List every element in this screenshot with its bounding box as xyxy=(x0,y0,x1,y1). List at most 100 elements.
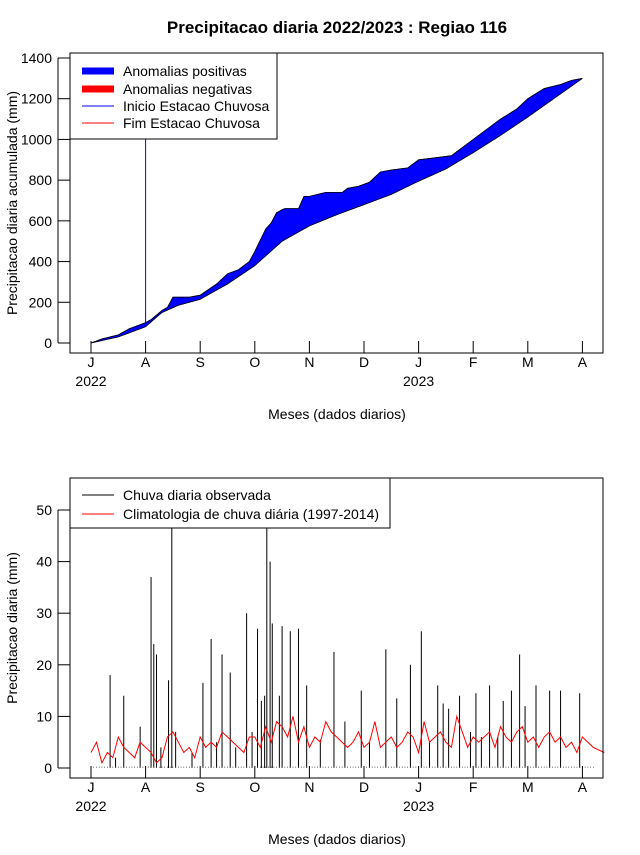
x-tick-label: F xyxy=(469,354,478,370)
positive-anomaly-segment xyxy=(289,209,291,238)
positive-anomaly-segment xyxy=(419,159,422,181)
y-tick-label: 0 xyxy=(44,760,52,776)
positive-anomaly-segment xyxy=(315,194,318,223)
positive-anomaly-segment xyxy=(394,169,397,193)
positive-anomaly-segment xyxy=(514,109,517,126)
y-tick-label: 1000 xyxy=(21,131,52,147)
positive-anomaly-segment xyxy=(320,193,323,222)
climatology-daily-line xyxy=(91,716,604,762)
chart-title: Precipitacao diaria 2022/2023 : Regiao 1… xyxy=(167,18,507,37)
positive-anomaly-segment xyxy=(294,209,296,235)
positive-anomaly-segment xyxy=(405,168,408,188)
positive-anomaly-segment xyxy=(511,111,514,128)
bottom-y-axis: 0 10 20 30 40 50 xyxy=(36,502,70,776)
y-tick-label: 800 xyxy=(29,172,53,188)
x-tick-label: O xyxy=(249,354,260,370)
legend-onset-label: Inicio Estacao Chuvosa xyxy=(123,98,270,114)
x-tick-label: S xyxy=(196,354,205,370)
legend-negative-label: Anomalias negativas xyxy=(123,81,252,97)
positive-anomaly-segment xyxy=(296,209,298,234)
x-tick-label: D xyxy=(359,354,369,370)
x-tick-label: O xyxy=(249,779,260,795)
positive-anomaly-segment xyxy=(531,95,534,115)
positive-anomaly-segment xyxy=(487,127,490,144)
x-tick-label: J xyxy=(415,779,422,795)
positive-anomaly-segment xyxy=(421,159,424,180)
positive-anomaly-segment xyxy=(503,116,506,134)
x-year-label: 2022 xyxy=(75,373,106,389)
legend-climatology-label: Climatologia de chuva diária (1997-2014) xyxy=(123,506,379,522)
bottom-x-axis-label: Meses (dados diarios) xyxy=(268,831,406,847)
climatology-line-group xyxy=(91,716,604,762)
positive-anomaly-segment xyxy=(427,158,430,177)
x-tick-label: A xyxy=(578,779,588,795)
x-tick-label: A xyxy=(578,354,588,370)
y-tick-label: 10 xyxy=(36,708,52,724)
positive-anomaly-segment xyxy=(430,158,433,176)
legend-end-label: Fim Estacao Chuvosa xyxy=(123,115,260,131)
positive-anomaly-segment xyxy=(528,97,531,117)
positive-anomaly-segment xyxy=(312,195,315,225)
positive-anomaly-segment xyxy=(501,117,504,135)
y-tick-label: 40 xyxy=(36,554,52,570)
positive-anomaly-segment xyxy=(539,90,542,109)
top-x-axis: J A S O N D J F M A 2022 2023 xyxy=(75,341,587,389)
y-tick-label: 1200 xyxy=(21,91,52,107)
positive-anomaly-segment xyxy=(479,133,482,149)
positive-anomaly-segment xyxy=(292,209,294,236)
x-tick-label: M xyxy=(522,354,534,370)
positive-anomaly-segment xyxy=(391,170,394,195)
bottom-legend: Chuva diaria observada Climatologia de c… xyxy=(70,478,390,528)
legend-positive-label: Anomalias positivas xyxy=(123,63,247,79)
positive-anomaly-segment xyxy=(323,192,326,220)
y-tick-label: 30 xyxy=(36,605,52,621)
positive-anomaly-segment xyxy=(506,114,509,132)
bottom-plot: 0 10 20 30 40 50 J A S O N D J F M A 2022 2023 Precipita… xyxy=(4,478,604,847)
positive-anomaly-segment xyxy=(432,158,435,175)
y-tick-label: 20 xyxy=(36,657,52,673)
x-year-label: 2022 xyxy=(75,798,106,814)
y-tick-label: 0 xyxy=(44,335,52,351)
positive-anomaly-segment xyxy=(309,196,312,226)
x-tick-label: A xyxy=(141,779,151,795)
top-y-axis-label: Precipitacao diaria acumulada (mm) xyxy=(4,91,20,315)
y-tick-label: 50 xyxy=(36,502,52,518)
x-tick-label: J xyxy=(88,779,95,795)
positive-anomaly-segment xyxy=(533,94,536,114)
x-tick-label: A xyxy=(141,354,151,370)
bottom-y-axis-label: Precipitacao diaria (mm) xyxy=(4,552,20,704)
positive-anomaly-segment xyxy=(481,131,484,147)
positive-anomaly-segment xyxy=(318,194,321,223)
positive-anomaly-segment xyxy=(285,209,287,240)
positive-anomaly-segment xyxy=(542,89,545,108)
x-tick-label: N xyxy=(304,354,314,370)
y-tick-label: 600 xyxy=(29,213,53,229)
x-tick-label: S xyxy=(196,779,205,795)
positive-anomaly-segment xyxy=(402,168,405,189)
x-year-label: 2023 xyxy=(403,798,434,814)
positive-anomaly-segment xyxy=(424,159,427,179)
top-legend: Anomalias positivas Anomalias negativas … xyxy=(70,53,277,139)
x-tick-label: N xyxy=(304,779,314,795)
x-tick-label: D xyxy=(359,779,369,795)
positive-anomaly-segment xyxy=(476,135,479,151)
x-tick-label: M xyxy=(522,779,534,795)
y-tick-label: 400 xyxy=(29,254,53,270)
bottom-x-axis: J A S O N D J F M A 2022 2023 xyxy=(75,766,587,814)
x-year-label: 2023 xyxy=(403,373,434,389)
x-tick-label: J xyxy=(415,354,422,370)
positive-anomaly-segment xyxy=(397,169,400,192)
y-tick-label: 200 xyxy=(29,294,53,310)
x-tick-label: F xyxy=(469,779,478,795)
positive-anomaly-segment xyxy=(509,112,512,130)
positive-anomaly-segment xyxy=(400,169,403,191)
positive-anomaly-segment xyxy=(536,92,539,111)
top-x-axis-label: Meses (dados diarios) xyxy=(268,406,406,422)
positive-anomaly-segment xyxy=(484,129,487,145)
x-tick-label: J xyxy=(88,354,95,370)
positive-anomaly-segment xyxy=(473,137,476,152)
